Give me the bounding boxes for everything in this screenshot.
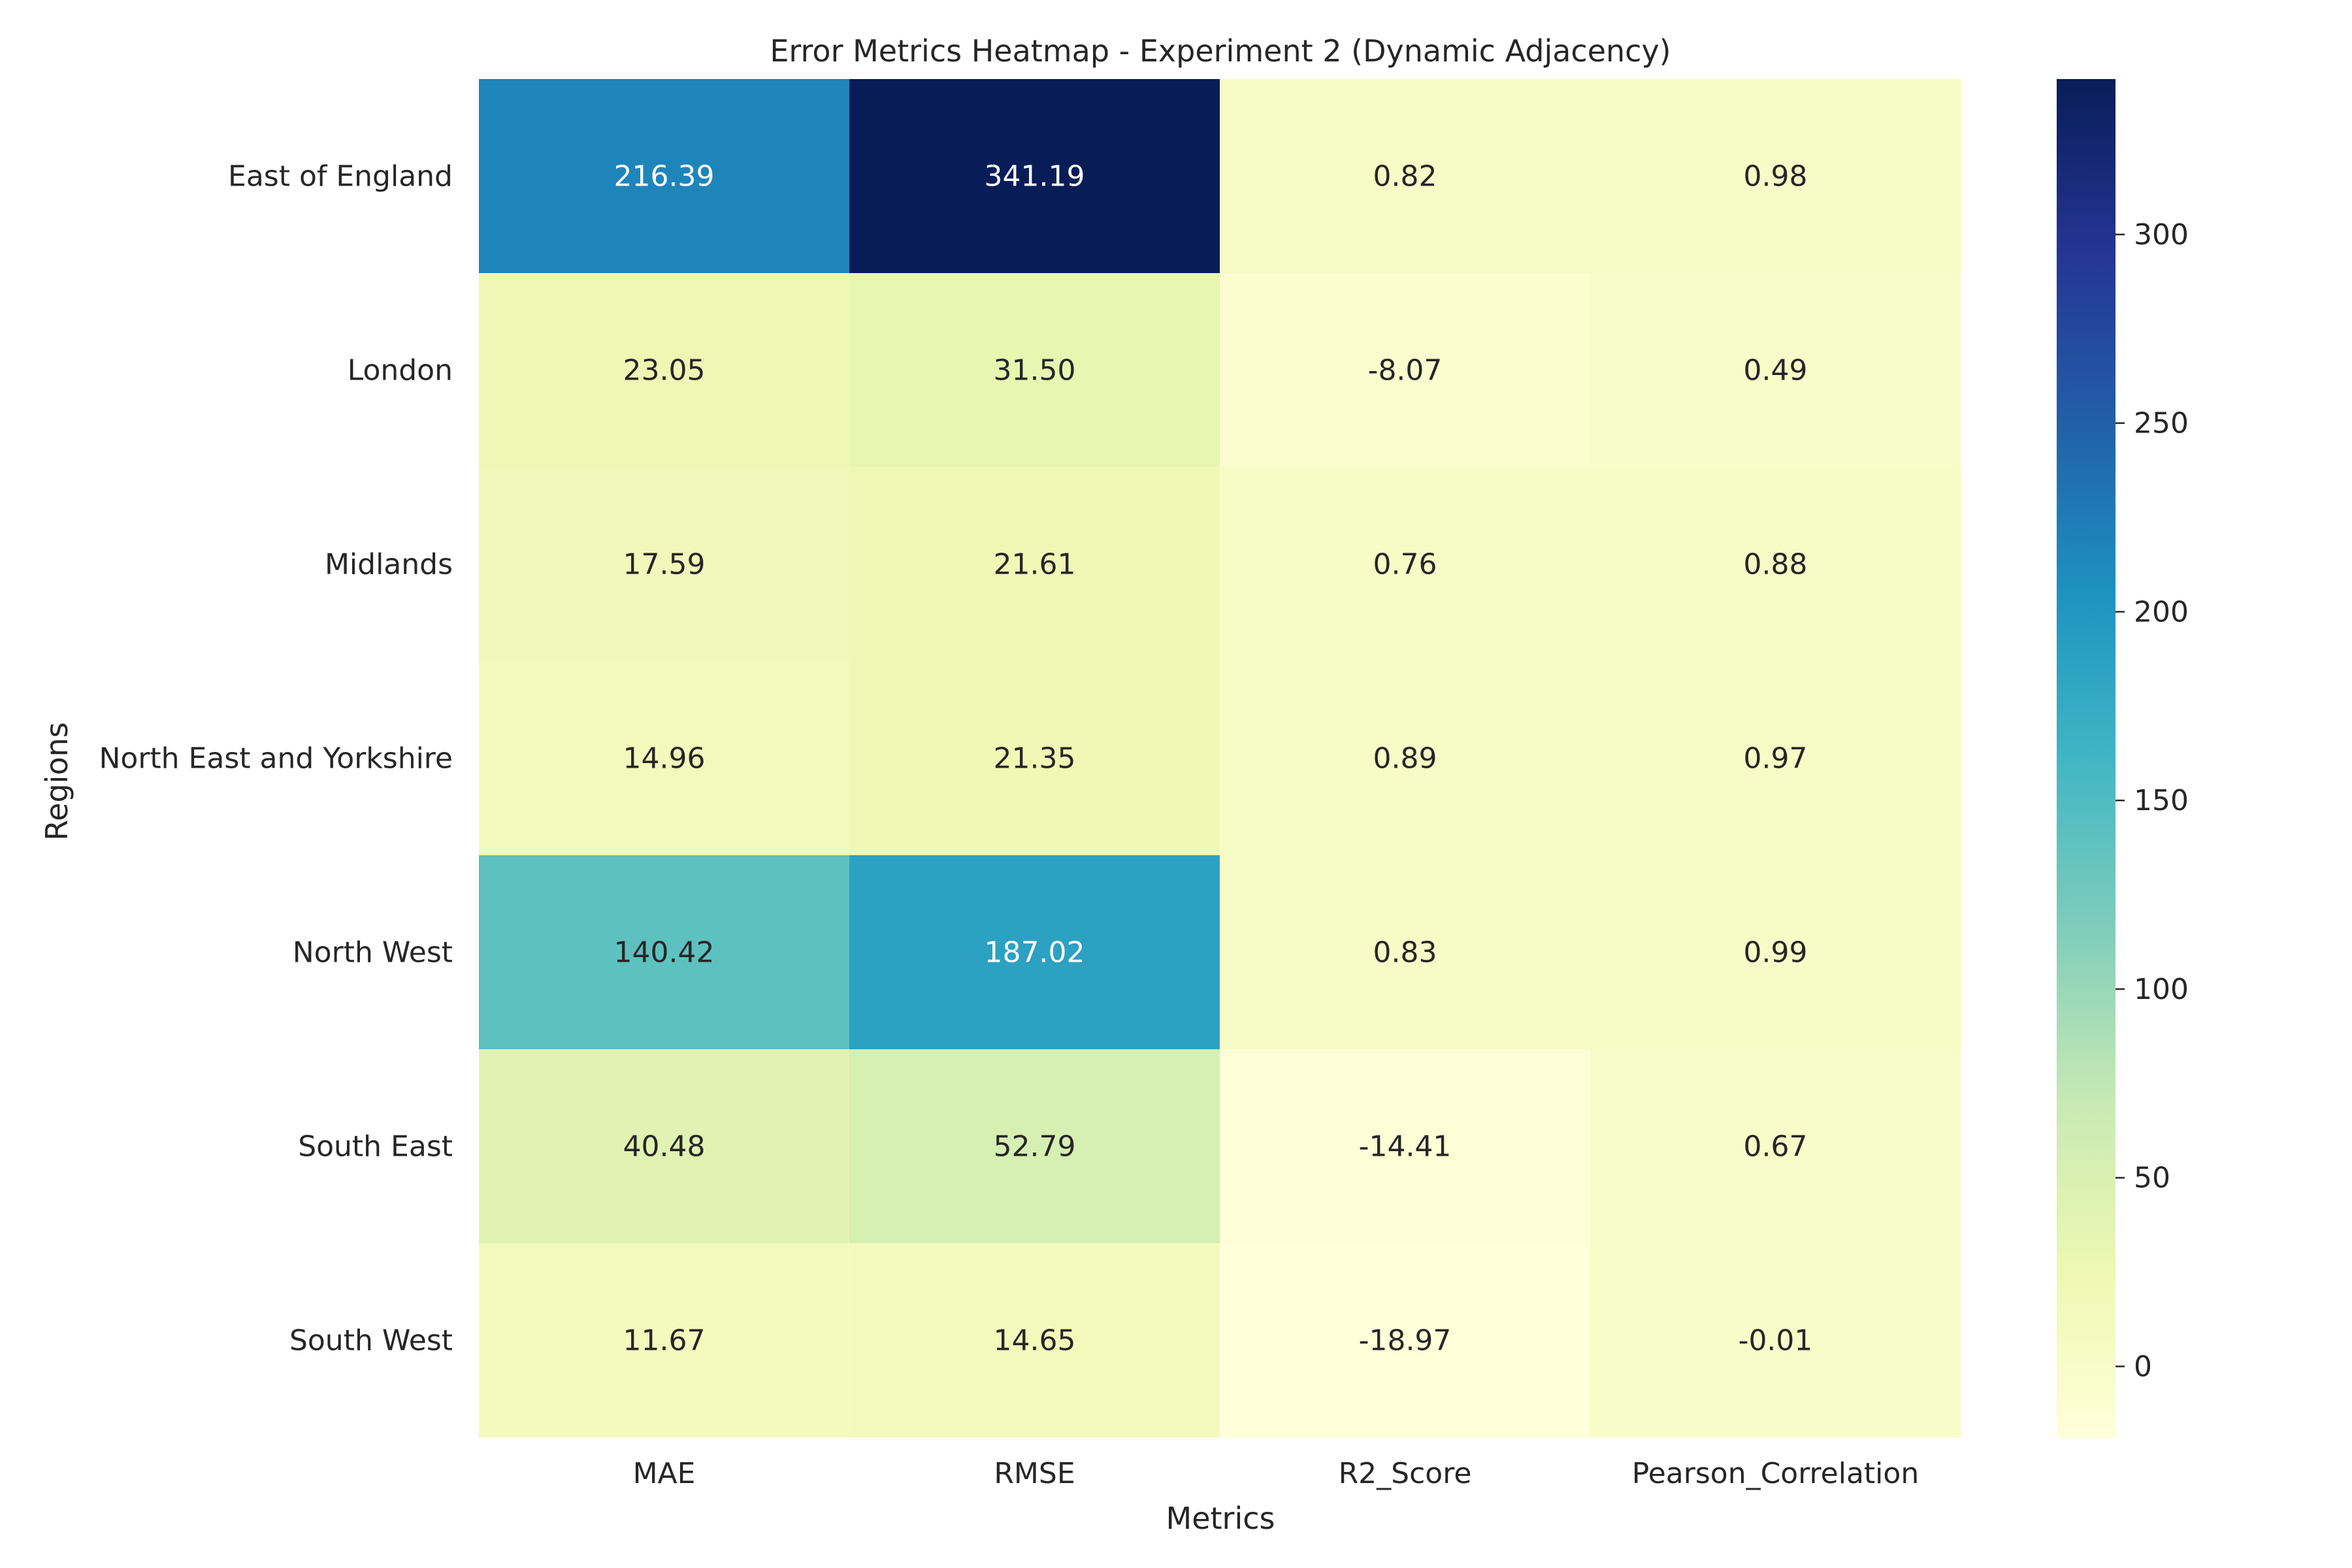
heatmap-cell-north-east-and-yorkshire-mae [479, 661, 850, 856]
heatmap-cell-east-of-england-rmse [849, 79, 1220, 274]
heatmap-cell-east-of-england-r2-score [1220, 79, 1591, 274]
colorbar-tick-label: 200 [2134, 595, 2189, 629]
heatmap-cell-north-west-mae [479, 855, 850, 1050]
heatmap-cell-london-mae [479, 273, 850, 468]
heatmap-cell-north-east-and-yorkshire-rmse [849, 661, 1220, 856]
heatmap-cell-south-east-rmse [849, 1049, 1220, 1244]
cell-value-label: 0.99 [1744, 936, 1808, 970]
x-axis-label: Metrics [1166, 1501, 1275, 1536]
heatmap-cell-south-east-mae [479, 1049, 850, 1244]
row-tick-labels: East of England London Midlands North East … [99, 160, 453, 1358]
cell-value-label: -8.07 [1368, 354, 1443, 387]
cell-value-label: 23.05 [623, 354, 706, 387]
row-tick-label: North East and Yorkshire [99, 742, 453, 776]
cell-value-label: 0.49 [1744, 354, 1808, 387]
column-tick-label: RMSE [994, 1457, 1075, 1490]
heatmap-cell-north-east-and-yorkshire-pearson-correlation [1590, 661, 1961, 856]
cell-value-label: 40.48 [623, 1130, 706, 1164]
heatmap-cell-east-of-england-mae [479, 79, 850, 274]
row-tick-label: South West [289, 1324, 453, 1358]
cell-value-label: 0.76 [1373, 548, 1437, 581]
cell-value-label: 341.19 [985, 160, 1085, 193]
colorbar-tick-label: 100 [2134, 973, 2189, 1006]
heatmap-cell-south-west-mae [479, 1243, 850, 1438]
colorbar-tick-label: 300 [2134, 218, 2189, 252]
heatmap-cell-north-west-rmse [849, 855, 1220, 1050]
heatmap-cell-south-west-pearson-correlation [1590, 1243, 1961, 1438]
heatmap-cell-east-of-england-pearson-correlation [1590, 79, 1961, 274]
heatmap-cell-midlands-r2-score [1220, 467, 1591, 662]
cell-value-label: 0.97 [1744, 742, 1808, 776]
heatmap-cell-south-west-rmse [849, 1243, 1220, 1438]
row-tick-label: Midlands [325, 548, 453, 581]
colorbar-tick-label: 250 [2134, 407, 2189, 440]
cell-value-label: -14.41 [1359, 1130, 1452, 1164]
cell-value-label: 52.79 [994, 1130, 1076, 1164]
colorbar: 0 50 100 150 200 250 300 [2057, 79, 2189, 1438]
cell-value-label: -0.01 [1739, 1324, 1813, 1358]
row-tick-label: South East [298, 1130, 453, 1164]
cell-value-label: 31.50 [994, 354, 1076, 387]
row-tick-label: East of England [228, 160, 453, 193]
chart-title: Error Metrics Heatmap - Experiment 2 (Dy… [770, 33, 1671, 69]
cell-value-label: 216.39 [614, 160, 715, 193]
heatmap-cell-north-east-and-yorkshire-r2-score [1220, 661, 1591, 856]
cell-value-label: 187.02 [985, 936, 1085, 970]
cell-value-label: 14.96 [623, 742, 706, 776]
cell-value-label: 0.98 [1744, 160, 1808, 193]
colorbar-tick-label: 0 [2134, 1350, 2152, 1383]
heatmap-cell-south-east-pearson-correlation [1590, 1049, 1961, 1244]
heatmap-cell-london-pearson-correlation [1590, 273, 1961, 468]
heatmap-cell-north-west-pearson-correlation [1590, 855, 1961, 1050]
heatmap-cell-south-west-r2-score [1220, 1243, 1591, 1438]
cell-value-label: 11.67 [623, 1324, 706, 1358]
cell-value-label: 0.83 [1373, 936, 1437, 970]
heatmap-cell-london-rmse [849, 273, 1220, 468]
heatmap-cell-midlands-rmse [849, 467, 1220, 662]
colorbar-tick-label: 50 [2134, 1162, 2170, 1195]
cell-value-label: 21.35 [994, 742, 1076, 776]
y-axis-label: Regions [39, 722, 74, 840]
colorbar-ticks: 0 50 100 150 200 250 300 [2115, 218, 2189, 1383]
column-tick-label: R2_Score [1339, 1457, 1472, 1490]
cell-value-label: 0.82 [1373, 160, 1437, 193]
cell-value-label: 0.89 [1373, 742, 1437, 776]
cell-value-label: 140.42 [614, 936, 715, 970]
heatmap-cell-south-east-r2-score [1220, 1049, 1591, 1244]
cell-value-label: -18.97 [1359, 1324, 1452, 1358]
column-tick-label: Pearson_Correlation [1632, 1457, 1919, 1490]
heatmap-cell-london-r2-score [1220, 273, 1591, 468]
colorbar-gradient [2057, 79, 2115, 1438]
cell-value-label: 17.59 [623, 548, 706, 581]
heatmap-cell-midlands-pearson-correlation [1590, 467, 1961, 662]
cell-value-label: 14.65 [994, 1324, 1076, 1358]
row-tick-label: North West [293, 936, 453, 970]
heatmap-cell-midlands-mae [479, 467, 850, 662]
heatmap-cell-north-west-r2-score [1220, 855, 1591, 1050]
column-tick-label: MAE [633, 1457, 696, 1490]
heatmap-cells: 216.39 341.19 0.82 0.98 23.05 31.50 -8.07 0.49 1… [479, 79, 1961, 1438]
colorbar-tick-label: 150 [2134, 784, 2189, 817]
column-tick-labels: MAE RMSE R2_Score Pearson_Correlation [633, 1457, 1919, 1490]
cell-value-label: 0.67 [1744, 1130, 1808, 1164]
cell-value-label: 0.88 [1744, 548, 1808, 581]
row-tick-label: London [348, 354, 453, 387]
cell-value-label: 21.61 [994, 548, 1076, 581]
